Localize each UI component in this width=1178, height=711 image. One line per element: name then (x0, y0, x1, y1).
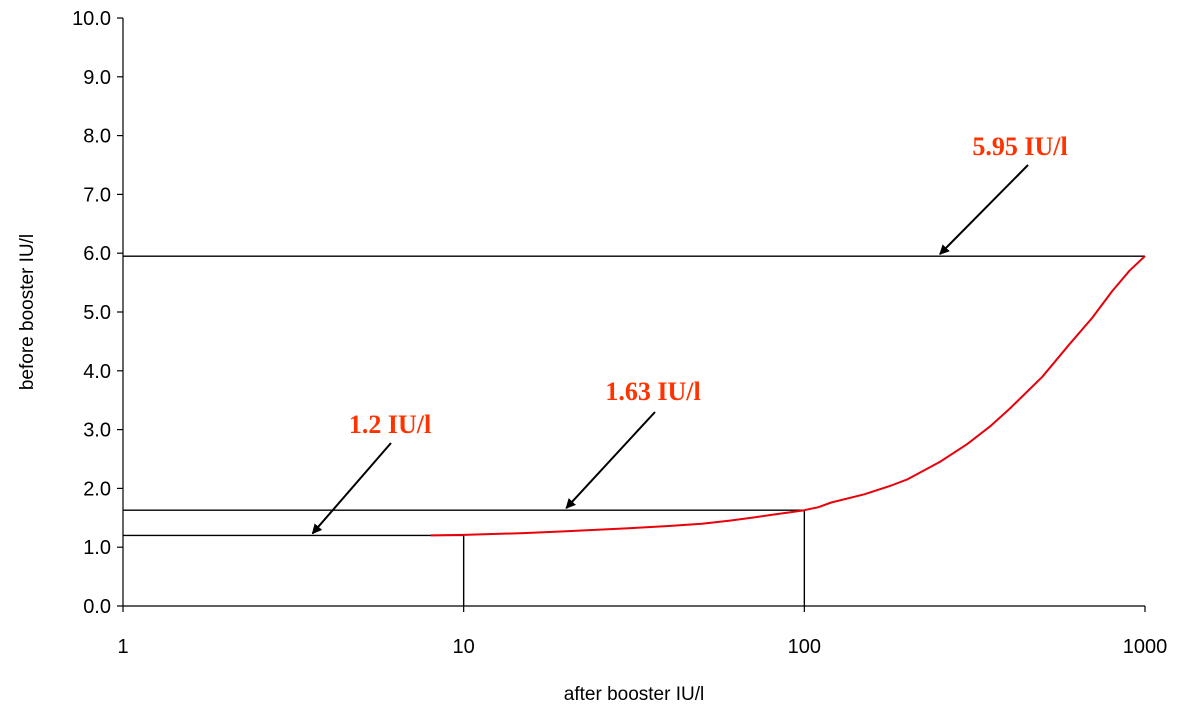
y-axis-ticks: 0.0 1.0 2.0 3.0 4.0 5.0 6.0 7.0 8.0 9.0 10.0 (72, 8, 123, 618)
annotation-arrow (565, 411, 656, 509)
y-tick-label: 10.0 (72, 8, 111, 30)
annotation-arrow (939, 164, 1029, 255)
annotations: 5.95 IU/l 1.63 IU/l 1.2 IU/l (311, 132, 1068, 535)
y-tick-label: 8.0 (83, 126, 111, 148)
y-tick-label: 7.0 (83, 184, 111, 206)
annotation-label: 1.2 IU/l (349, 410, 431, 439)
series-line (430, 255, 1146, 537)
annotation-arrow (311, 442, 392, 535)
y-tick-label: 9.0 (83, 67, 111, 89)
axes (122, 18, 1145, 607)
y-axis-title: before booster IU/l (17, 234, 38, 390)
y-tick-label: 1.0 (83, 537, 111, 559)
x-axis-title: after booster IU/l (564, 684, 704, 705)
y-tick-label: 2.0 (83, 478, 111, 500)
y-tick-label: 3.0 (83, 420, 111, 442)
x-tick-label: 1 (117, 636, 128, 658)
y-tick-label: 0.0 (83, 596, 111, 618)
y-tick-label: 6.0 (83, 243, 111, 265)
annotation-label: 1.63 IU/l (605, 377, 700, 406)
x-axis-ticks: 1 10 100 1000 (117, 606, 1167, 658)
x-tick-label: 10 (453, 636, 475, 658)
annotation-label: 5.95 IU/l (972, 132, 1067, 161)
y-tick-label: 5.0 (83, 302, 111, 324)
x-tick-label: 100 (788, 636, 821, 658)
x-tick-label: 1000 (1123, 636, 1168, 658)
y-tick-label: 4.0 (83, 361, 111, 383)
plot-area (123, 255, 1146, 606)
